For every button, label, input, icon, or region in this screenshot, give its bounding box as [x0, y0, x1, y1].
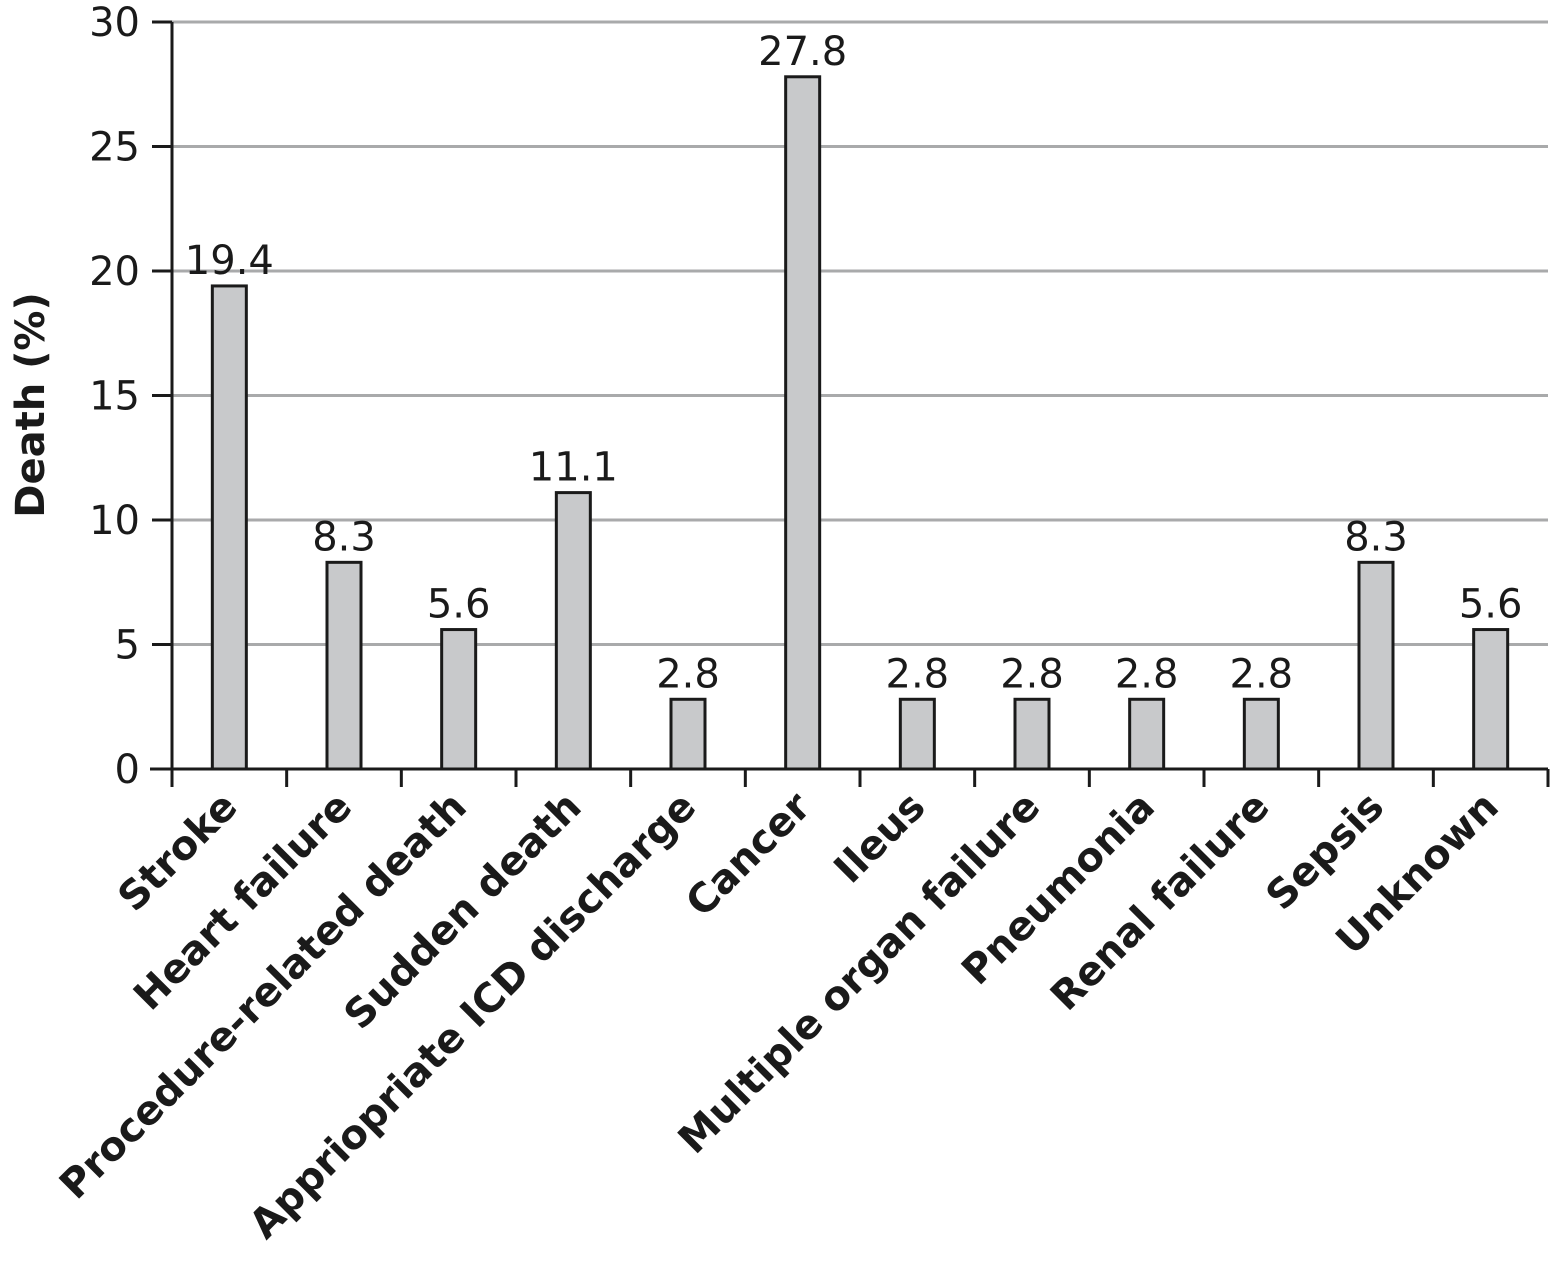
bar-appriopriate-icd-discharge — [669, 697, 707, 771]
y-tick-label: 25 — [89, 125, 140, 171]
category-label: Ileus — [825, 784, 934, 893]
gridlines — [172, 20, 1548, 646]
data-label: 8.3 — [1344, 514, 1408, 560]
bar-unknown — [1472, 628, 1510, 771]
data-label: 5.6 — [427, 582, 491, 628]
bar-heart-failure — [325, 560, 363, 771]
data-label: 5.6 — [1459, 582, 1523, 628]
data-label: 27.8 — [758, 29, 847, 75]
y-tick-label: 30 — [89, 0, 140, 46]
y-tick-label: 5 — [115, 623, 140, 669]
y-tick-label: 15 — [89, 374, 140, 420]
data-label: 11.1 — [529, 445, 618, 491]
category-label: Cancer — [677, 783, 820, 926]
axes — [150, 20, 1550, 787]
data-label: 2.8 — [886, 651, 950, 697]
data-label: 19.4 — [185, 238, 274, 284]
bar-multiple-organ-failure — [1013, 697, 1051, 771]
data-label: 2.8 — [1230, 651, 1294, 697]
data-label: 2.8 — [1000, 651, 1064, 697]
data-label: 2.8 — [1115, 651, 1179, 697]
bar-renal-failure — [1242, 697, 1280, 771]
bar-sudden-death — [554, 491, 592, 771]
data-label: 8.3 — [312, 514, 376, 560]
bar-procedure-related-death — [440, 628, 478, 771]
data-label: 2.8 — [656, 651, 720, 697]
y-tick-label: 10 — [89, 498, 140, 544]
bar-cancer — [784, 75, 822, 771]
y-axis-title: Death (%) — [8, 292, 54, 518]
bar-stroke — [210, 284, 248, 771]
y-tick-label: 20 — [89, 249, 140, 295]
category-label: Procedure-related death — [51, 784, 476, 1209]
bars — [210, 75, 1510, 771]
bar-ileus — [898, 697, 936, 771]
y-tick-label: 0 — [115, 747, 140, 793]
bar-sepsis — [1357, 560, 1395, 771]
bar-pneumonia — [1128, 697, 1166, 771]
